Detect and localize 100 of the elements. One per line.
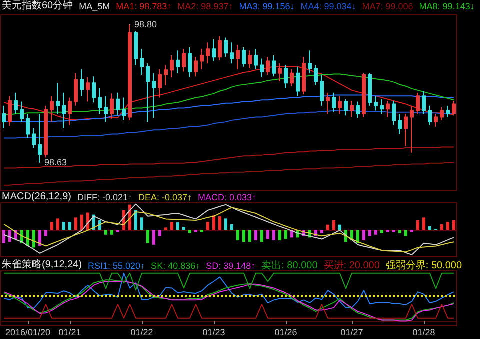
- text: MACD: 0.033↑: [198, 192, 257, 202]
- candlestick: [332, 92, 336, 113]
- candlestick: [194, 56, 198, 78]
- bar: [110, 230, 114, 235]
- series-label: RSI1: 55.020↑: [88, 261, 146, 271]
- candlestick: [68, 97, 72, 126]
- candlestick: [248, 50, 252, 70]
- bar: [74, 218, 78, 230]
- bar: [68, 222, 72, 230]
- candlestick: [368, 72, 372, 106]
- bar: [416, 220, 420, 230]
- text: MA2: 98.937↑: [178, 2, 234, 12]
- chart-title: MACD(26,12,9): [2, 192, 72, 202]
- candlestick: [170, 55, 174, 78]
- bar: [338, 224, 342, 230]
- candlestick: [98, 87, 102, 114]
- legend-title: MA_5M: [79, 2, 110, 12]
- bar: [356, 230, 360, 244]
- candlestick: [254, 48, 258, 70]
- bar: [146, 230, 150, 244]
- bar: [266, 230, 270, 240]
- candlestick: [20, 101, 24, 123]
- bar: [272, 230, 276, 241]
- candlestick: [302, 56, 306, 95]
- candlestick: [242, 46, 246, 68]
- bar: [428, 226, 432, 230]
- series-label: 卖出: 80.000: [262, 260, 318, 272]
- candlestick: [44, 105, 48, 158]
- bar: [134, 210, 138, 230]
- bar: [188, 230, 192, 234]
- candlestick: [146, 63, 150, 123]
- candlestick: [134, 30, 138, 66]
- candlestick: [356, 101, 360, 119]
- candlestick: [110, 93, 114, 120]
- x-tick-label: 01/28: [412, 328, 436, 338]
- candlestick: [104, 96, 108, 123]
- bar: [32, 230, 36, 248]
- candlestick: [326, 92, 330, 114]
- candlestick: [206, 42, 210, 64]
- bar: [170, 222, 174, 230]
- bar: [236, 230, 240, 241]
- bar: [38, 230, 42, 246]
- candlestick: [74, 72, 78, 106]
- x-tick-label: 01/26: [274, 328, 298, 338]
- candlestick: [308, 50, 312, 74]
- candlestick: [344, 98, 348, 116]
- text: MA3: 99.156↓: [239, 2, 295, 12]
- bar: [440, 224, 444, 230]
- bar: [446, 222, 450, 230]
- candlestick: [200, 48, 204, 70]
- candlestick: [434, 113, 438, 128]
- candlestick: [284, 64, 288, 88]
- x-tick-label: 01/22: [130, 328, 154, 338]
- candlestick: [290, 68, 294, 87]
- candlestick: [446, 105, 450, 118]
- candlestick: [152, 72, 156, 119]
- x-tick-label: 01/27: [340, 328, 364, 338]
- candlestick: [440, 106, 444, 121]
- candlestick: [2, 105, 6, 130]
- bar: [176, 222, 180, 230]
- bar: [212, 216, 216, 230]
- text: SK: 40.836↑: [151, 261, 200, 271]
- bar: [230, 224, 234, 230]
- candlestick: [272, 55, 276, 78]
- candlestick: [452, 100, 456, 116]
- candlestick: [8, 96, 12, 127]
- candlestick: [278, 63, 282, 82]
- x-tick-label: 01/23: [202, 328, 226, 338]
- bar: [50, 222, 54, 230]
- bar: [404, 230, 408, 236]
- candlestick: [218, 36, 222, 61]
- candlestick: [374, 96, 378, 112]
- candlestick: [392, 100, 396, 126]
- candlestick: [128, 24, 132, 121]
- bar: [206, 222, 210, 230]
- bar: [158, 230, 162, 236]
- bar: [368, 230, 372, 236]
- bar: [140, 218, 144, 230]
- candlestick: [428, 105, 432, 126]
- candlestick: [410, 105, 414, 154]
- bar: [398, 230, 402, 234]
- series-label: DIFF: -0.021↑: [77, 192, 132, 202]
- candlestick: [14, 92, 18, 114]
- candlestick: [398, 113, 402, 135]
- bar: [326, 224, 330, 230]
- text: MA1: 98.783↑: [116, 2, 172, 12]
- candlestick: [380, 98, 384, 114]
- candlestick: [50, 96, 54, 123]
- candlestick: [38, 113, 42, 164]
- candlestick: [422, 90, 426, 114]
- x-tick-label: 01/21: [58, 328, 82, 338]
- candlestick: [164, 64, 168, 86]
- bar: [278, 230, 282, 241]
- chart-title: 美元指数60分钟: [2, 0, 74, 12]
- annotation: 98.80: [134, 20, 158, 30]
- candlestick: [260, 58, 264, 78]
- x-tick-label: 2016/01/20: [5, 328, 51, 338]
- bar: [380, 230, 384, 234]
- bar: [362, 230, 366, 241]
- bar: [2, 230, 6, 244]
